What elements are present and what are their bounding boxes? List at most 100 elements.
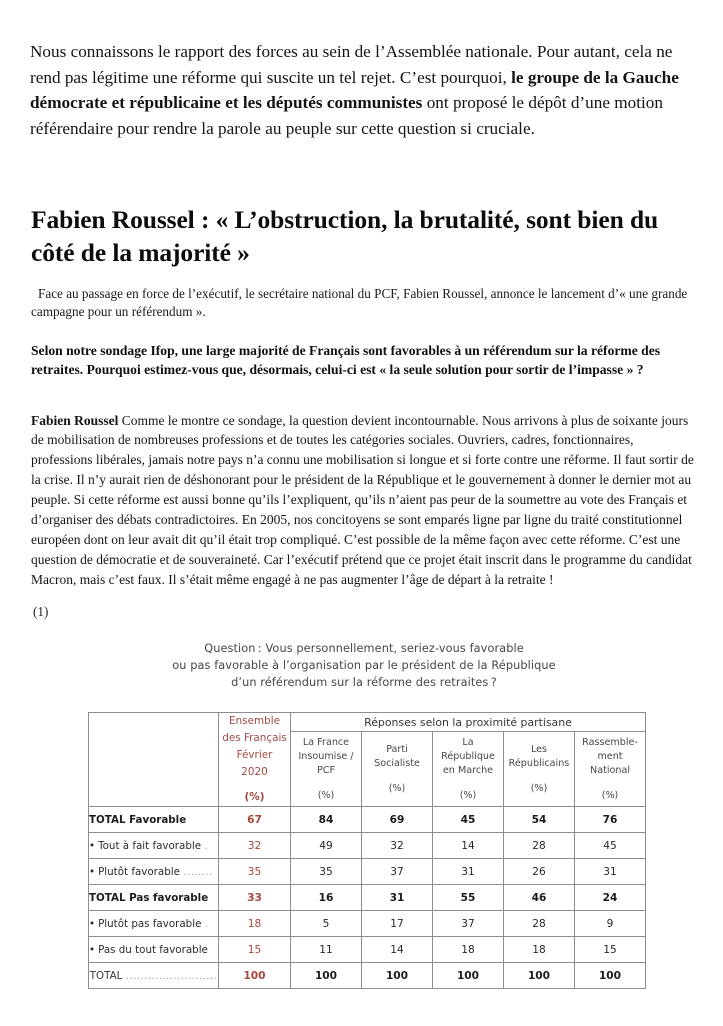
cell-lr: 54 <box>503 806 575 834</box>
header-party-rn: Rassemble- ment National (%) <box>573 731 647 808</box>
footnote-marker: (1) <box>33 604 49 619</box>
cell-ensemble: 35 <box>218 858 291 886</box>
row-label: • Pas du tout favorable <box>88 936 219 964</box>
cell-lr: 46 <box>503 884 575 912</box>
row-label: TOTAL Pas favorable <box>88 884 219 912</box>
cell-lrem: 100 <box>432 962 504 990</box>
article-headline: Fabien Roussel : « L’obstruction, la bru… <box>31 205 659 268</box>
row-label: TOTAL Favorable <box>88 806 219 834</box>
header-party-lr: Les Républicains (%) <box>503 731 575 808</box>
header-party-lr-percent: (%) <box>530 782 548 794</box>
cell-lrem: 31 <box>432 858 504 886</box>
intro-paragraph: Nous connaissons le rapport des forces a… <box>30 39 695 141</box>
cell-ps: 32 <box>361 832 433 860</box>
row-label-leader: ........ <box>179 866 213 878</box>
header-party-ps-line2: Socialiste <box>374 758 420 770</box>
answer-speaker-name: Fabien Roussel <box>31 412 119 428</box>
cell-rn: 31 <box>573 858 647 886</box>
cell-lfi-pcf: 100 <box>290 962 362 990</box>
header-party-lrem-line3: en Marche <box>442 765 494 777</box>
cell-lfi-pcf: 35 <box>290 858 362 886</box>
header-ensemble-line2: des Français <box>222 731 287 744</box>
interview-question: Selon notre sondage Ifop, une large majo… <box>31 342 661 377</box>
header-party-rn-line2: ment <box>597 750 623 762</box>
poll-title-line-2: ou pas favorable à l’organisation par le… <box>172 659 556 673</box>
table-row: TOTAL ......................... 100 100 100… <box>88 962 647 990</box>
cell-ensemble: 33 <box>218 884 291 912</box>
cell-ensemble: 15 <box>218 936 291 964</box>
table-row: • Tout à fait favorable . 32 49 32 14 28 45 <box>88 832 647 860</box>
intro-text-part1: Nous connaissons le rapport des forces a… <box>30 42 673 87</box>
header-party-rn-line3: National <box>590 765 630 777</box>
table-header-row-top: Ensemble des Français Février 2020 (%) R… <box>88 711 647 808</box>
cell-lfi-pcf: 11 <box>290 936 362 964</box>
header-ensemble-line3: Février <box>236 748 273 761</box>
poll-results-table: Ensemble des Français Février 2020 (%) R… <box>88 711 647 990</box>
cell-rn: 100 <box>573 962 647 990</box>
cell-ps: 31 <box>361 884 433 912</box>
bullet-icon: • <box>89 917 96 930</box>
header-ensemble-percent: (%) <box>244 791 265 804</box>
table-row: TOTAL Favorable 67 84 69 45 54 76 <box>88 806 647 834</box>
cell-lfi-pcf: 16 <box>290 884 362 912</box>
row-label-text: TOTAL Favorable <box>89 813 187 826</box>
row-label-text: Pas du tout favorable <box>98 943 208 956</box>
cell-ensemble: 32 <box>218 832 291 860</box>
header-party-lfi-pcf-percent: (%) <box>317 789 335 801</box>
poll-title-line-3: d’un référendum sur la réforme des retra… <box>231 676 497 690</box>
table-row: • Pas du tout favorable 15 11 14 18 18 15 <box>88 936 647 964</box>
cell-lr: 26 <box>503 858 575 886</box>
cell-rn: 15 <box>573 936 647 964</box>
cell-lfi-pcf: 84 <box>290 806 362 834</box>
row-label-text: TOTAL Pas favorable <box>89 891 209 904</box>
poll-table-container: Ensemble des Français Février 2020 (%) R… <box>88 711 647 990</box>
cell-ensemble: 100 <box>218 962 291 990</box>
row-label-leader: . <box>201 840 209 852</box>
row-label-text: Plutôt favorable <box>98 865 180 878</box>
cell-ensemble: 67 <box>218 806 291 834</box>
table-header-row-parties: La France Insoumise / PCF (%) Parti Soci… <box>89 731 647 808</box>
header-ensemble-line4: 2020 <box>241 765 268 778</box>
bullet-icon: • <box>89 839 96 852</box>
cell-rn: 76 <box>573 806 647 834</box>
table-row: • Plutôt pas favorable . 18 5 17 37 28 9 <box>88 910 647 938</box>
cell-ps: 69 <box>361 806 433 834</box>
header-ensemble: Ensemble des Français Février 2020 (%) <box>218 711 291 808</box>
cell-lr: 18 <box>503 936 575 964</box>
row-label-text: TOTAL <box>89 969 123 982</box>
header-party-ps-line1: Parti <box>386 743 408 755</box>
table-header: Ensemble des Français Février 2020 (%) R… <box>88 711 647 808</box>
row-label-text: Tout à fait favorable <box>98 839 202 852</box>
cell-ps: 17 <box>361 910 433 938</box>
intro-text-bold: le groupe de la Gauche démocrate et répu… <box>30 67 679 113</box>
bullet-icon: • <box>89 943 96 956</box>
header-party-ps-percent: (%) <box>388 782 406 794</box>
header-party-lfi-pcf-line2: Insoumise / <box>298 750 354 762</box>
header-party-lfi-pcf-line1: La France <box>302 736 350 748</box>
cell-lrem: 18 <box>432 936 504 964</box>
cell-ps: 14 <box>361 936 433 964</box>
cell-rn: 9 <box>573 910 647 938</box>
header-party-lrem-percent: (%) <box>459 789 477 801</box>
poll-title-line-1: Question : Vous personnellement, seriez-… <box>204 642 524 655</box>
header-corner-blank <box>88 711 219 808</box>
interview-answer: Fabien Roussel Comme le montre ce sondag… <box>31 411 696 591</box>
header-party-lfi-pcf-line3: PCF <box>316 765 335 777</box>
cell-ps: 100 <box>361 962 433 990</box>
header-party-ps: Parti Socialiste (%) <box>361 731 433 808</box>
header-party-lrem: La République en Marche (%) <box>432 731 504 808</box>
header-party-rn-percent: (%) <box>601 789 619 801</box>
cell-ps: 37 <box>361 858 433 886</box>
cell-lrem: 45 <box>432 806 504 834</box>
cell-rn: 24 <box>573 884 647 912</box>
poll-question-title: Question : Vous personnellement, seriez-… <box>100 640 628 691</box>
bullet-icon: • <box>89 865 96 878</box>
article-standfirst: Face au passage en force de l’exécutif, … <box>31 286 688 320</box>
row-label-text: Plutôt pas favorable <box>98 917 202 930</box>
cell-lr: 100 <box>503 962 575 990</box>
intro-text-part2: ont proposé le dépôt d’une motion référe… <box>30 93 663 138</box>
cell-lrem: 55 <box>432 884 504 912</box>
cell-lrem: 14 <box>432 832 504 860</box>
cell-lr: 28 <box>503 832 575 860</box>
